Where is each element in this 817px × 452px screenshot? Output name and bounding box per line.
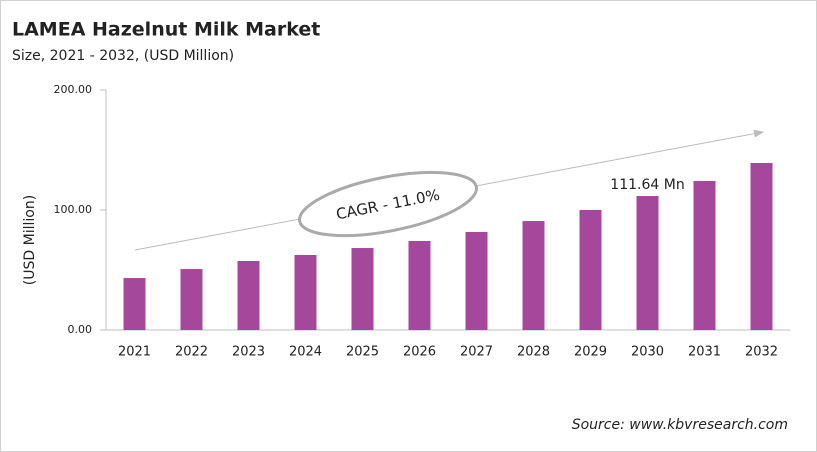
y-tick-label: 0.00	[68, 323, 93, 336]
x-tick-label: 2024	[289, 345, 322, 360]
chart-subtitle: Size, 2021 - 2032, (USD Million)	[12, 48, 234, 64]
x-tick-label: 2027	[460, 345, 493, 360]
x-tick-label: 2029	[574, 345, 607, 360]
bar	[750, 162, 773, 330]
y-tick-label: 100.00	[54, 203, 93, 216]
y-tick-label: 200.00	[54, 83, 93, 96]
bar	[237, 261, 260, 330]
x-tick-label: 2031	[688, 345, 721, 360]
x-tick-label: 2030	[631, 345, 664, 360]
bar	[522, 221, 545, 330]
x-tick-label: 2022	[175, 345, 208, 360]
bar	[180, 269, 203, 330]
cagr-ellipse	[298, 170, 478, 238]
bar	[693, 180, 716, 330]
source: Source: www.kbvresearch.com	[572, 417, 788, 433]
x-tick-label: 2021	[118, 345, 151, 360]
bar	[579, 210, 602, 330]
chart-title: LAMEA Hazelnut Milk Market	[12, 19, 320, 41]
x-tick-label: 2028	[517, 345, 550, 360]
bar	[294, 255, 317, 330]
bar	[351, 248, 374, 330]
x-tick-label: 2026	[403, 345, 436, 360]
bar	[123, 278, 146, 330]
x-tick-label: 2023	[232, 345, 265, 360]
y-axis-label: (USD Million)	[22, 195, 38, 285]
x-tick-label: 2032	[745, 345, 778, 360]
bar	[636, 196, 659, 330]
bar	[465, 231, 488, 330]
x-tick-label: 2025	[346, 345, 379, 360]
data-label: 111.64 Mn	[610, 177, 684, 193]
bar	[408, 240, 431, 330]
